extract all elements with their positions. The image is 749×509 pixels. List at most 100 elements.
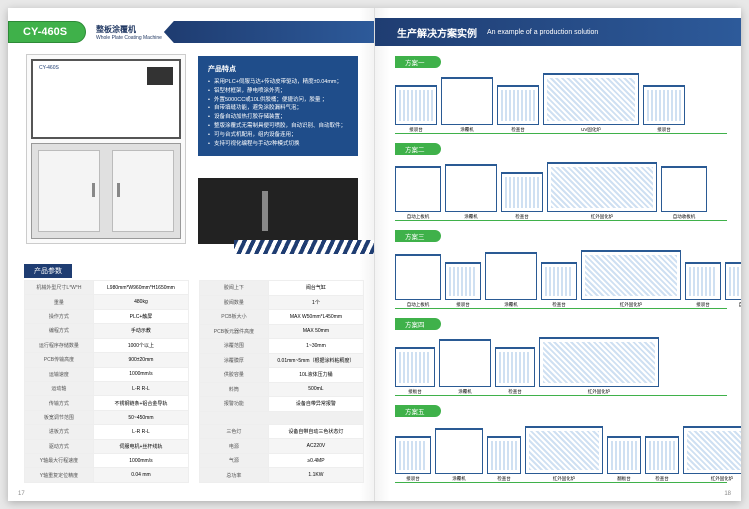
spec-cell: 供胶容量 <box>200 368 269 383</box>
spec-cell: 气源 <box>200 453 269 468</box>
spec-row: 进板方式L-R R-L <box>25 425 189 439</box>
line-unit <box>395 85 437 125</box>
spec-cell: 500mL <box>268 382 363 397</box>
machine-upper: CY-460S <box>31 59 181 139</box>
page-number-right: 18 <box>724 491 731 497</box>
spec-cell: 运行程序存储数量 <box>25 338 94 352</box>
unit-caption: 检查台 <box>655 476 669 482</box>
inset-photo <box>198 178 358 244</box>
spec-row: 胶阀上下阀台气缸 <box>200 281 364 296</box>
spec-cell: 480kg <box>93 295 188 309</box>
spec-row: 总功率1.1KW <box>200 468 364 483</box>
right-title-en: An example of a production solution <box>487 29 598 36</box>
model-title-en: Whole Plate Coating Machine <box>96 35 162 41</box>
spec-row: 电源AC220V <box>200 439 364 454</box>
line-unit <box>441 77 493 125</box>
line-unit <box>439 339 491 387</box>
spec-table-right: 胶阀上下阀台气缸胶阀数量1个PCB板大小MAX W50mm*L450mmPCB板… <box>199 280 364 483</box>
unit-caption: 涂覆机 <box>458 389 472 395</box>
spec-cell: 进板方式 <box>25 425 94 439</box>
page-number-left: 17 <box>18 491 25 497</box>
spec-row: 运动轴L-R R-L <box>25 381 189 395</box>
feature-item: 设备自动加热打胶存储装置； <box>208 113 348 122</box>
spec-cell: 编程方式 <box>25 324 94 338</box>
model-title-cn: 整板涂覆机 <box>96 24 162 35</box>
spec-row: 气源≥0.4MP <box>200 453 364 468</box>
spec-cell: 电源 <box>200 439 269 454</box>
spec-row: 报警功能设备自带异常报警 <box>200 397 364 412</box>
spec-cell: 阀台气缸 <box>268 281 363 296</box>
machine-door-left <box>38 150 100 232</box>
unit-caption: 翻板台 <box>617 476 631 482</box>
machine-base <box>31 143 181 239</box>
spec-cell: 涂覆膜厚 <box>200 353 269 368</box>
solution-row: 接驳台涂覆机检查台UV固化炉接驳台 <box>395 71 727 134</box>
spec-row: Y轴最大行程速度1000mm/s <box>25 454 189 468</box>
spec-cell: 10L液体压力桶 <box>268 368 363 383</box>
spec-cell: 1000mm/s <box>93 367 188 381</box>
feature-item: 自带填缝功能，避免涂胶漏料气泡； <box>208 104 348 113</box>
spec-cell: AC220V <box>268 439 363 454</box>
spec-table-left: 机械外型尺寸L*W*HL980mm*W960mm*H1650mm重量480kg操… <box>24 280 189 483</box>
solution-label: 方案二 <box>395 143 441 155</box>
diagonal-stripes <box>234 240 374 254</box>
header-left: CY-460S 整板涂覆机 Whole Plate Coating Machin… <box>8 18 374 46</box>
unit-caption: 检查台 <box>511 127 525 133</box>
spec-cell: PCB板元器件高度 <box>200 324 269 339</box>
line-unit <box>487 436 521 474</box>
spec-row: 三色灯设备自带自动三色状态灯 <box>200 424 364 439</box>
unit-caption: 红外固化炉 <box>591 214 614 220</box>
spec-cell: 操作方式 <box>25 309 94 323</box>
spec-cell: 驱动方式 <box>25 439 94 453</box>
solution: 方案二自动上板机涂覆机检查台红外固化炉自动收板机 <box>395 143 727 221</box>
feature-item: 铝型材框架，静电喷涂外壳； <box>208 87 348 96</box>
spec-cell: 手动示教 <box>93 324 188 338</box>
unit-caption: 检查台 <box>508 389 522 395</box>
solution-row: 自动上板机接驳台涂覆机检查台红外固化炉接驳台自动 <box>395 245 727 308</box>
line-unit <box>581 250 681 300</box>
solutions-list: 方案一接驳台涂覆机检查台UV固化炉接驳台方案二自动上板机涂覆机检查台红外固化炉自… <box>395 56 727 483</box>
spec-row: PCB板大小MAX W50mm*L450mm <box>200 310 364 325</box>
spec-row: 运行程序存储数量1000个以上 <box>25 338 189 352</box>
feature-item: 外置5000CC或10L供胶桶；便捷访问，胶量 ； <box>208 96 348 105</box>
line-unit <box>395 436 431 474</box>
spec-row: 胶阀数量1个 <box>200 295 364 310</box>
feature-item: 整版涂覆式无需制具便可喷胶，自动识别、自动取件； <box>208 122 348 131</box>
machine-logo: CY-460S <box>39 65 59 71</box>
line-unit <box>661 166 707 212</box>
unit-caption: 自动上板机 <box>407 214 430 220</box>
spec-row: 操作方式PLC+触屏 <box>25 309 189 323</box>
spec-cell: Y轴最大行程速度 <box>25 454 94 468</box>
spec-cell: 不锈钢链条+铝合金导轨 <box>93 396 188 410</box>
unit-caption: 红外固化炉 <box>553 476 576 482</box>
spec-cell: 涂覆范围 <box>200 339 269 354</box>
line-unit <box>539 337 659 387</box>
spec-row: Y轴重复定位精度0.04 mm <box>25 468 189 483</box>
line-unit <box>525 426 603 474</box>
right-title-cn: 生产解决方案实例 <box>397 25 477 40</box>
spec-row: PCB传输高度900±20mm <box>25 353 189 367</box>
solution-row: 接驳台涂覆机检查台红外固化炉翻板台检查台红外固化炉接驳台 <box>395 420 727 483</box>
spec-row: 传输方式不锈钢链条+铝合金导轨 <box>25 396 189 410</box>
unit-caption: 自动收板机 <box>673 214 696 220</box>
header-right: 生产解决方案实例 An example of a production solu… <box>375 18 741 46</box>
spec-cell: 料筒 <box>200 382 269 397</box>
feature-item: 采用PLC+伺服马达+传动皮带驱动，精度±0.04mm； <box>208 78 348 87</box>
unit-caption: 接驳台 <box>456 302 470 308</box>
spec-cell: ≥0.4MP <box>268 453 363 468</box>
line-unit <box>685 262 721 300</box>
header-blue-bar <box>174 21 374 43</box>
spec-cell: 1000个以上 <box>93 338 188 352</box>
unit-caption: 自动上板机 <box>407 302 430 308</box>
spec-cell: 900±20mm <box>93 353 188 367</box>
unit-caption: 检查台 <box>552 302 566 308</box>
unit-caption: 涂覆机 <box>464 214 478 220</box>
line-unit <box>501 172 543 212</box>
unit-caption: 接驳台 <box>409 127 423 133</box>
spec-cell: L980mm*W960mm*H1650mm <box>93 281 188 295</box>
line-unit <box>395 347 435 387</box>
spec-cell: 胶阀上下 <box>200 281 269 296</box>
spec-row: 机械外型尺寸L*W*HL980mm*W960mm*H1650mm <box>25 281 189 295</box>
spec-row: 板宽调节范围50~450mm <box>25 410 189 424</box>
spec-cell: 1.1KW <box>268 468 363 483</box>
